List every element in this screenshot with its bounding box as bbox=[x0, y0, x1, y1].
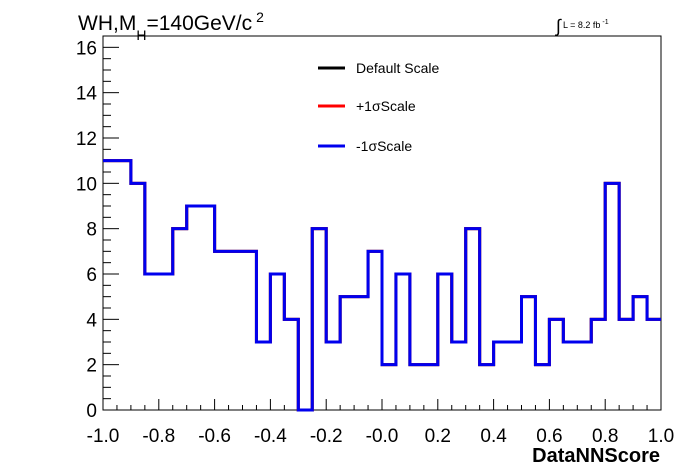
y-tick-label: 0 bbox=[86, 401, 97, 422]
y-tick-label: 2 bbox=[86, 356, 97, 377]
legend-label-0: Default Scale bbox=[356, 60, 439, 76]
y-tick-label: 6 bbox=[86, 265, 97, 286]
x-axis-label: DataNNScore bbox=[532, 445, 660, 467]
title-subscript: H bbox=[136, 27, 146, 43]
x-tick-label: 0.8 bbox=[592, 426, 618, 447]
title-superscript: 2 bbox=[256, 9, 264, 25]
x-tick-label: -0.8 bbox=[142, 426, 175, 447]
y-tick-label: 4 bbox=[86, 310, 97, 331]
legend-label-1: +1σScale bbox=[356, 98, 416, 114]
legend-label-2: -1σScale bbox=[356, 138, 412, 154]
y-axis-ticks: 0 2 4 6 8 10 12 14 16 bbox=[76, 35, 119, 422]
x-tick-label: 0.2 bbox=[425, 426, 451, 447]
y-tick-label: 16 bbox=[76, 38, 97, 59]
x-axis-ticks: -1.0 -0.8 -0.6 -0.4 -0.2 -0.0 0.2 0.4 0.6 0.8 1.0 bbox=[87, 399, 674, 447]
x-tick-label: 0.4 bbox=[480, 426, 507, 447]
x-tick-label: 0.6 bbox=[536, 426, 562, 447]
x-tick-label: -0.6 bbox=[198, 426, 231, 447]
y-tick-label: 10 bbox=[76, 174, 97, 195]
lumi-text: L = 8.2 fb bbox=[563, 20, 600, 30]
lumi-label: ∫ L = 8.2 fb -1 bbox=[554, 16, 609, 36]
chart-title: WH,MH=140GeV/c 2 bbox=[78, 9, 264, 43]
x-tick-label: -0.0 bbox=[366, 426, 399, 447]
x-tick-label: -1.0 bbox=[87, 426, 120, 447]
x-tick-label: -0.2 bbox=[310, 426, 343, 447]
title-prefix: WH,M bbox=[78, 12, 136, 35]
integral-symbol: ∫ bbox=[554, 16, 562, 36]
y-tick-label: 12 bbox=[76, 129, 97, 150]
y-tick-label: 8 bbox=[86, 220, 97, 241]
series-line-2 bbox=[103, 159, 661, 412]
x-tick-label: 1.0 bbox=[648, 426, 674, 447]
x-tick-label: -0.4 bbox=[254, 426, 287, 447]
title-mass: =140GeV/c bbox=[146, 12, 252, 35]
lumi-superscript: -1 bbox=[602, 19, 608, 26]
legend: Default Scale +1σScale -1σScale bbox=[318, 60, 439, 154]
series-group bbox=[103, 159, 661, 412]
y-tick-label: 14 bbox=[76, 84, 98, 105]
